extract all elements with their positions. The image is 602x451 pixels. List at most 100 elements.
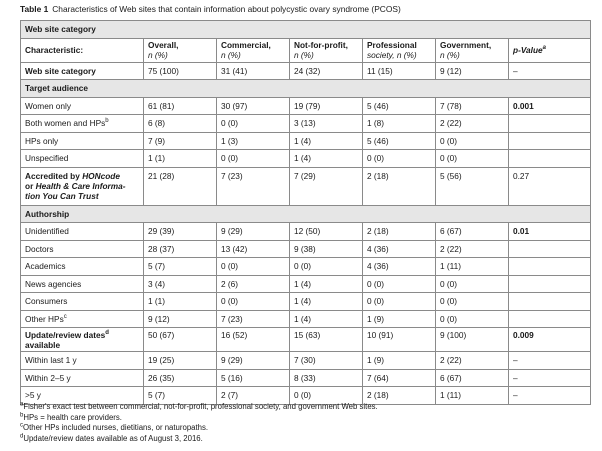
table-cell: 1 (11) — [435, 257, 509, 276]
table-cell: 0 (0) — [435, 274, 509, 293]
header-not-for-profit: Not-for-profit, n (%) — [289, 37, 363, 63]
table-cell: 0 (0) — [216, 114, 290, 133]
row-label: HPs only — [20, 131, 144, 150]
table-cell: 5 (46) — [362, 131, 436, 150]
table-cell: 9 (12) — [435, 61, 509, 80]
row-label: Women only — [20, 96, 144, 115]
table-footnotes: aFisher's exact test between commercial,… — [20, 401, 590, 444]
table-cell: 16 (52) — [216, 327, 290, 352]
table-cell: 5 (7) — [143, 386, 217, 405]
row-label: Doctors — [20, 239, 144, 258]
table-cell: 1 (11) — [435, 386, 509, 405]
table-cell: 7 (9) — [143, 131, 217, 150]
table-row: Within 2–5 y 26 (35) 5 (16) 8 (33) 7 (64… — [20, 368, 592, 387]
pvalue-cell — [507, 274, 592, 293]
footnote: aFisher's exact test between commercial,… — [20, 401, 378, 411]
table-cell: 61 (81) — [143, 96, 217, 115]
pvalue-cell — [507, 309, 592, 328]
row-label: Within last 1 y — [20, 351, 144, 370]
table-cell: 7 (29) — [289, 166, 363, 206]
table-cell: 0 (0) — [216, 149, 290, 168]
table-cell: 9 (29) — [216, 351, 290, 370]
table-cell: 2 (18) — [362, 222, 436, 241]
section-row: Authorship — [19, 204, 592, 223]
table-cell: 26 (35) — [143, 368, 217, 387]
pvalue-cell: 0.009 — [507, 327, 592, 352]
table-cell: 6 (67) — [435, 222, 509, 241]
table-cell: 15 (63) — [289, 327, 363, 352]
table-cell: 8 (33) — [289, 368, 363, 387]
header-professional-society: Professional society, n (%) — [362, 37, 436, 63]
row-label: Academics — [20, 257, 144, 276]
row-label: Accredited by HONcode or Health & Care In… — [20, 166, 144, 206]
table-cell: 4 (36) — [362, 239, 436, 258]
table-row: Accredited by HONcode or Health & Care In… — [20, 166, 592, 206]
table-cell: 2 (7) — [216, 386, 290, 405]
table-cell: 3 (4) — [143, 274, 217, 293]
pvalue-cell: – — [507, 351, 592, 370]
table-cell: 5 (56) — [435, 166, 509, 206]
table-row: >5 y 5 (7) 2 (7) 0 (0) 2 (18) 1 (11) – — [20, 386, 592, 405]
table-cell: 2 (6) — [216, 274, 290, 293]
pcos-characteristics-table: Web site category Characteristic: Overal… — [19, 20, 592, 405]
section-title: Target audience — [19, 79, 592, 98]
header-pvalue: p-Valuea — [507, 37, 592, 63]
table-cell: 11 (15) — [362, 61, 436, 80]
table-cell: 0 (0) — [362, 274, 436, 293]
section-row: Web site category — [19, 20, 592, 39]
table-cell: 1 (4) — [289, 149, 363, 168]
footnote: bHPs = health care providers. — [20, 412, 122, 422]
footnote: dUpdate/review dates available as of Aug… — [20, 433, 203, 443]
table-cell: 9 (12) — [143, 309, 217, 328]
pvalue-cell: 0.27 — [507, 166, 592, 206]
table-cell: 1 (4) — [289, 274, 363, 293]
pvalue-cell — [507, 131, 592, 150]
table-cell: 7 (78) — [435, 96, 509, 115]
table-cell: 0 (0) — [216, 257, 290, 276]
table-cell: 4 (36) — [362, 257, 436, 276]
table-cell: 0 (0) — [435, 309, 509, 328]
section-title: Authorship — [19, 204, 592, 223]
table-cell: 31 (41) — [216, 61, 290, 80]
header-commercial: Commercial, n (%) — [216, 37, 290, 63]
table-cell: 1 (4) — [289, 292, 363, 311]
table-cell: 7 (23) — [216, 309, 290, 328]
pvalue-cell — [507, 149, 592, 168]
table-cell: 13 (42) — [216, 239, 290, 258]
pvalue-cell: – — [507, 386, 592, 405]
table-cell: 5 (46) — [362, 96, 436, 115]
pvalue-cell — [507, 114, 592, 133]
table-label: Table 1 — [20, 4, 49, 14]
table-row: Academics 5 (7) 0 (0) 0 (0) 4 (36) 1 (11… — [20, 257, 592, 276]
table-row: Women only 61 (81) 30 (97) 19 (79) 5 (46… — [20, 96, 592, 115]
table-cell: 1 (1) — [143, 149, 217, 168]
section-title: Web site category — [19, 20, 592, 39]
table-cell: 9 (38) — [289, 239, 363, 258]
table-cell: 0 (0) — [289, 257, 363, 276]
table-row: Other HPsc 9 (12) 7 (23) 1 (4) 1 (9) 0 (… — [20, 309, 592, 328]
table-cell: 19 (25) — [143, 351, 217, 370]
table-cell: 1 (8) — [362, 114, 436, 133]
table-cell: 0 (0) — [435, 131, 509, 150]
row-label: Both women and HPsb — [20, 114, 144, 133]
row-label: Web site category — [20, 61, 144, 80]
table-cell: 7 (23) — [216, 166, 290, 206]
table-row: News agencies 3 (4) 2 (6) 1 (4) 0 (0) 0 … — [20, 274, 592, 293]
table-cell: 7 (30) — [289, 351, 363, 370]
table-cell: 9 (29) — [216, 222, 290, 241]
table-cell: 1 (9) — [362, 351, 436, 370]
table-cell: 1 (9) — [362, 309, 436, 328]
row-label: >5 y — [20, 386, 144, 405]
table-cell: 19 (79) — [289, 96, 363, 115]
header-government: Government, n (%) — [435, 37, 509, 63]
row-label: Within 2–5 y — [20, 368, 144, 387]
table-cell: 1 (1) — [143, 292, 217, 311]
table-cell: 2 (22) — [435, 351, 509, 370]
row-label: Consumers — [20, 292, 144, 311]
table-cell: 0 (0) — [435, 149, 509, 168]
table-row: Unspecified 1 (1) 0 (0) 1 (4) 0 (0) 0 (0… — [20, 149, 592, 168]
table-caption: Table 1 Characteristics of Web sites that… — [20, 3, 590, 16]
row-label: Other HPsc — [20, 309, 144, 328]
table-cell: 1 (3) — [216, 131, 290, 150]
table-cell: 21 (28) — [143, 166, 217, 206]
